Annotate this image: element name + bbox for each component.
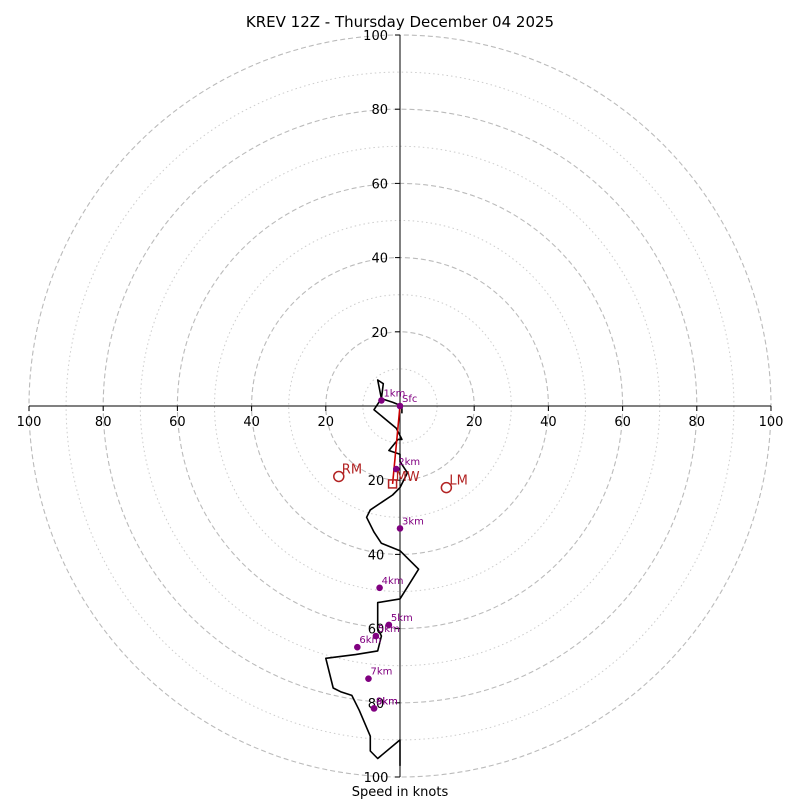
x-tick-right-20: 20 (466, 415, 483, 430)
height-point-1km (378, 397, 385, 404)
height-label-1km: 1km (383, 388, 405, 399)
height-point-7km (365, 675, 372, 682)
y-tick-top-20: 20 (371, 326, 388, 341)
height-label-3km: 3km (402, 516, 424, 527)
height-label-5km: 5km (378, 624, 400, 635)
height-label-4km: 4km (382, 576, 404, 587)
storm-motion-lm-marker (440, 481, 453, 494)
storm-motion-rm-marker (333, 470, 345, 483)
height-point-2km (392, 465, 400, 473)
y-tick-bottom-100: 100 (364, 771, 389, 786)
height-label-5km: 5km (391, 613, 413, 624)
x-tick-right-60: 60 (614, 415, 631, 430)
height-point-3km (396, 525, 404, 532)
height-point-5km (385, 621, 393, 629)
height-label-6km: 6km (359, 635, 381, 646)
height-point-4km (376, 584, 383, 592)
storm-motion-mw-marker (387, 479, 398, 489)
y-tick-top-60: 60 (371, 177, 388, 192)
storm-motion-lm-label: LM (449, 474, 467, 489)
x-tick-right-100: 100 (759, 415, 784, 430)
height-label-7km: 7km (370, 667, 392, 678)
height-label-2km: 2km (398, 457, 420, 468)
y-tick-bottom-40: 40 (368, 548, 385, 563)
x-tick-left-20: 20 (318, 415, 335, 430)
storm-motion-rm-label: RM (342, 462, 362, 477)
chart-title: KREV 12Z - Thursday December 04 2025 (246, 13, 554, 31)
x-tick-left-60: 60 (169, 415, 186, 430)
x-tick-right-40: 40 (540, 415, 557, 430)
height-label-sfc: Sfc (402, 394, 417, 405)
height-point-sfc (396, 402, 404, 410)
axis-ticks: 100 80 60 40 20 20 40 60 80 100100806040202040608… (17, 29, 784, 786)
x-tick-left-100: 100 (17, 415, 42, 430)
height-point-6km (354, 643, 361, 651)
y-tick-top-100: 100 (363, 29, 388, 44)
storm-motion-mw-label: MW (396, 470, 420, 485)
x-tick-right-80: 80 (689, 415, 706, 430)
height-point-5km (372, 632, 380, 640)
height-label-9km: 9km (376, 696, 398, 707)
y-tick-bottom-20: 20 (368, 474, 385, 489)
height-point-9km (370, 705, 378, 712)
storm-motion-markers: RM LM MW (333, 462, 468, 494)
x-tick-left-40: 40 (243, 415, 260, 430)
y-tick-top-80: 80 (371, 103, 388, 118)
y-tick-top-40: 40 (371, 252, 388, 267)
x-tick-left-80: 80 (95, 415, 112, 430)
height-label-8km: 8km (376, 696, 398, 707)
x-axis-label: Speed in knots (352, 785, 449, 800)
